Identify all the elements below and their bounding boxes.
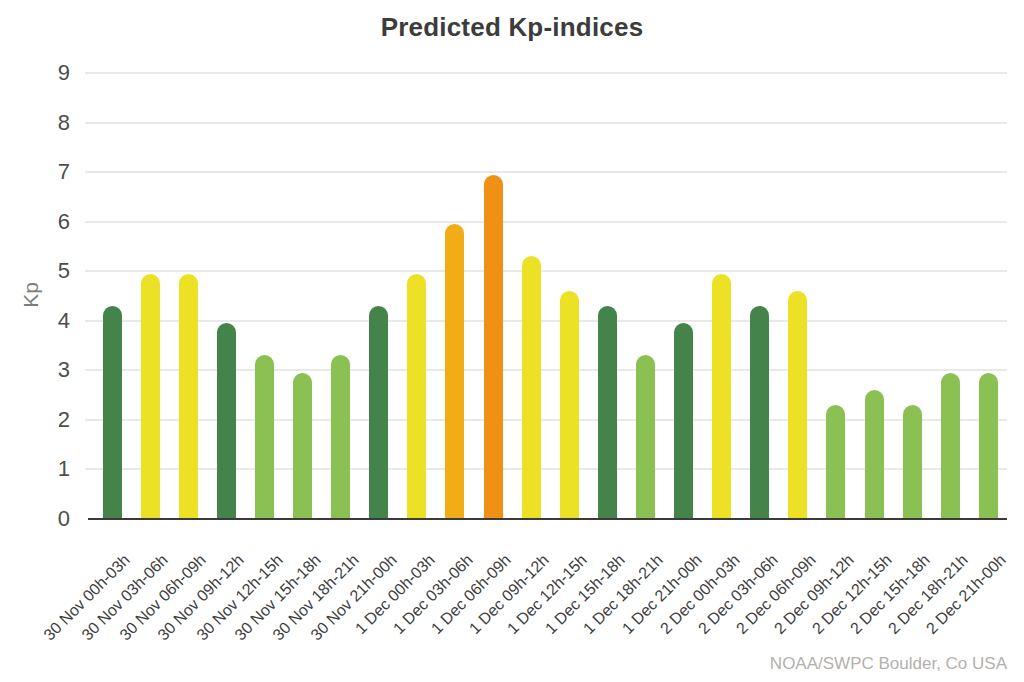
bar <box>636 355 655 519</box>
x-axis-line <box>88 518 1007 521</box>
bar <box>369 306 388 519</box>
y-tick-label: 3 <box>0 357 70 383</box>
y-tick-label: 1 <box>0 456 70 482</box>
gridline <box>85 270 1007 272</box>
bar <box>331 355 350 519</box>
bar <box>979 373 998 519</box>
bar <box>826 405 845 519</box>
y-axis-title: Kp <box>19 282 43 308</box>
bar <box>788 291 807 519</box>
gridline <box>85 72 1007 74</box>
bar <box>865 390 884 519</box>
bar <box>712 274 731 519</box>
gridline <box>85 122 1007 124</box>
bar <box>445 224 464 519</box>
bar <box>179 274 198 519</box>
bar <box>674 323 693 519</box>
bar <box>217 323 236 519</box>
y-tick-label: 8 <box>0 110 70 136</box>
bar <box>103 306 122 519</box>
chart-title: Predicted Kp-indices <box>0 12 1024 43</box>
bar <box>293 373 312 519</box>
bar <box>560 291 579 519</box>
y-tick-label: 6 <box>0 209 70 235</box>
kp-forecast-chart: Predicted Kp-indices Kp NOAA/SWPC Boulde… <box>0 0 1024 682</box>
bar <box>141 274 160 519</box>
y-tick-label: 0 <box>0 506 70 532</box>
bar <box>407 274 426 519</box>
bar <box>484 175 503 519</box>
bar <box>941 373 960 519</box>
y-tick-label: 9 <box>0 60 70 86</box>
y-tick-label: 7 <box>0 159 70 185</box>
bar <box>255 355 274 519</box>
bar <box>903 405 922 519</box>
bar <box>598 306 617 519</box>
y-tick-label: 5 <box>0 258 70 284</box>
y-tick-label: 4 <box>0 308 70 334</box>
source-credit: NOAA/SWPC Boulder, Co USA <box>770 654 1007 674</box>
gridline <box>85 171 1007 173</box>
y-tick-label: 2 <box>0 407 70 433</box>
gridline <box>85 221 1007 223</box>
gridline <box>85 320 1007 322</box>
bar <box>750 306 769 519</box>
bar <box>522 256 541 519</box>
